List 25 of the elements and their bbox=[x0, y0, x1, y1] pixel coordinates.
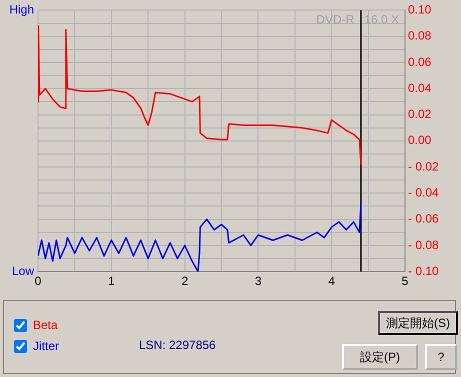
y2-tick-label: - 0.06 bbox=[408, 212, 440, 226]
y2-tick-label: - 0.10 bbox=[408, 264, 440, 278]
x-tick-label: 5 bbox=[402, 274, 409, 288]
text: 設定(P) bbox=[342, 344, 418, 370]
y2-tick-label: - 0.02 bbox=[408, 159, 440, 174]
text: High bbox=[9, 2, 34, 17]
text: Low bbox=[12, 264, 34, 278]
y2-tick-label: - 0.04 bbox=[408, 185, 440, 200]
y2-tick-label: 0.00 bbox=[408, 133, 432, 148]
text: Jitter bbox=[33, 339, 60, 353]
x-tick-label: 2 bbox=[181, 274, 188, 288]
x-tick-label: 1 bbox=[108, 274, 116, 288]
text: 測定開始(S) bbox=[378, 311, 458, 335]
y2-tick-label: 0.08 bbox=[408, 28, 432, 43]
x-tick-label: 3 bbox=[254, 274, 262, 288]
y2-tick-label: 0.06 bbox=[408, 54, 432, 69]
text: LSN: 2297856 bbox=[139, 338, 216, 352]
x-tick-label: 4 bbox=[328, 274, 336, 288]
text: Beta bbox=[33, 318, 58, 332]
text: ? bbox=[425, 344, 457, 370]
y2-tick-label: 0.04 bbox=[408, 80, 432, 95]
x-tick-label: 0 bbox=[34, 274, 42, 288]
y2-tick-label: 0.10 bbox=[408, 2, 432, 17]
y2-tick-label: - 0.08 bbox=[408, 238, 440, 252]
y2-tick-label: 0.02 bbox=[408, 107, 432, 122]
